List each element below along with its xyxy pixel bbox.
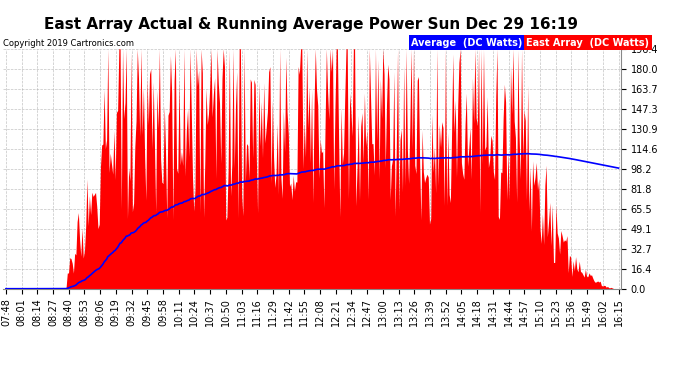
Text: Average  (DC Watts): Average (DC Watts) xyxy=(411,38,522,48)
Text: Copyright 2019 Cartronics.com: Copyright 2019 Cartronics.com xyxy=(3,39,135,48)
Text: East Array  (DC Watts): East Array (DC Watts) xyxy=(526,38,649,48)
Text: East Array Actual & Running Average Power Sun Dec 29 16:19: East Array Actual & Running Average Powe… xyxy=(43,17,578,32)
